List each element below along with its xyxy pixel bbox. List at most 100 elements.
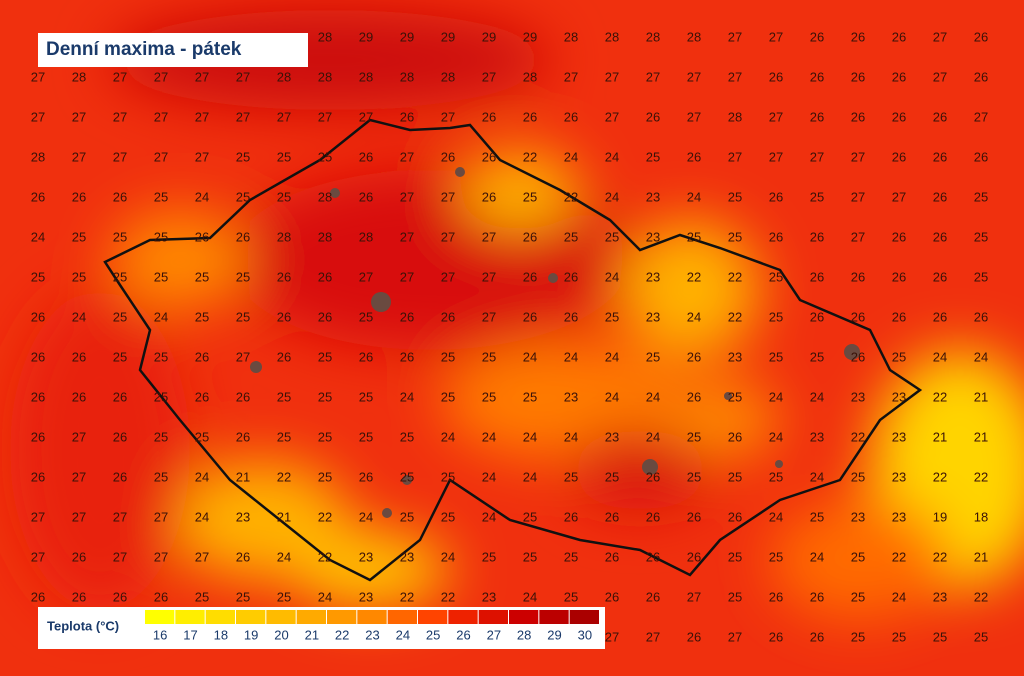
temperature-value: 25 (277, 389, 291, 404)
temperature-value: 26 (646, 469, 660, 484)
temperature-value: 22 (441, 589, 455, 604)
temperature-value: 25 (605, 229, 619, 244)
legend-label: 19 (244, 627, 258, 642)
temperature-value: 24 (933, 349, 947, 364)
temperature-value: 26 (810, 269, 824, 284)
temperature-value: 26 (810, 589, 824, 604)
temperature-value: 25 (892, 349, 906, 364)
temperature-value: 26 (810, 229, 824, 244)
temperature-value: 22 (728, 309, 742, 324)
temperature-value: 27 (605, 109, 619, 124)
temperature-value: 26 (236, 389, 250, 404)
temperature-value: 25 (564, 469, 578, 484)
temperature-value: 27 (195, 69, 209, 84)
temperature-value: 27 (72, 149, 86, 164)
temperature-value: 25 (441, 509, 455, 524)
legend-label: 28 (517, 627, 531, 642)
temperature-value: 27 (482, 269, 496, 284)
temperature-value: 25 (728, 389, 742, 404)
temperature-value: 24 (605, 149, 619, 164)
temperature-value: 25 (687, 469, 701, 484)
temperature-value: 25 (974, 189, 988, 204)
temperature-value: 27 (810, 149, 824, 164)
temperature-value: 26 (31, 469, 45, 484)
temperature-value: 25 (236, 189, 250, 204)
temperature-value: 23 (851, 509, 865, 524)
temperature-value: 25 (195, 589, 209, 604)
temperature-value: 24 (810, 549, 824, 564)
temperature-value: 26 (646, 589, 660, 604)
temperature-value: 23 (646, 309, 660, 324)
temperature-value: 25 (687, 229, 701, 244)
temperature-value: 25 (810, 189, 824, 204)
temperature-value: 26 (482, 109, 496, 124)
temperature-value: 27 (646, 629, 660, 644)
country-border (103, 118, 923, 582)
temperature-value: 25 (769, 309, 783, 324)
temperature-value: 21 (277, 509, 291, 524)
temperature-value: 25 (769, 469, 783, 484)
temperature-value: 25 (277, 429, 291, 444)
temperature-value: 24 (564, 429, 578, 444)
temperature-value: 26 (277, 309, 291, 324)
temperature-value: 27 (851, 149, 865, 164)
temperature-value: 26 (72, 189, 86, 204)
temperature-value: 27 (154, 69, 168, 84)
temperature-value: 25 (441, 469, 455, 484)
temperature-value: 27 (769, 29, 783, 44)
temperature-value: 23 (646, 269, 660, 284)
temperature-value: 26 (810, 109, 824, 124)
temperature-value: 27 (400, 189, 414, 204)
temperature-value: 25 (359, 429, 373, 444)
temperature-value: 28 (400, 69, 414, 84)
temperature-value: 26 (113, 469, 127, 484)
temperature-value: 28 (359, 69, 373, 84)
temperature-value: 27 (236, 109, 250, 124)
temperature-value: 23 (359, 589, 373, 604)
temperature-value: 26 (236, 429, 250, 444)
temperature-value: 25 (728, 189, 742, 204)
temperature-value: 24 (523, 589, 537, 604)
temperature-value: 26 (933, 189, 947, 204)
temperature-value: 27 (154, 109, 168, 124)
temperature-value: 24 (31, 229, 45, 244)
temperature-value: 26 (113, 189, 127, 204)
temperature-value: 25 (974, 629, 988, 644)
legend-label: 22 (335, 627, 349, 642)
temperature-value: 27 (72, 429, 86, 444)
legend-swatch (357, 610, 387, 624)
temperature-value: 27 (441, 269, 455, 284)
legend-swatch (569, 610, 599, 624)
temperature-value: 26 (687, 629, 701, 644)
temperature-value: 25 (318, 389, 332, 404)
temperature-value: 26 (974, 309, 988, 324)
temperature-value: 24 (564, 349, 578, 364)
temperature-value: 23 (810, 429, 824, 444)
temperature-value: 28 (72, 69, 86, 84)
temperature-value: 25 (728, 229, 742, 244)
temperature-value: 23 (482, 589, 496, 604)
temperature-value: 26 (31, 589, 45, 604)
temperature-value: 25 (605, 309, 619, 324)
temperature-value: 26 (687, 509, 701, 524)
temperature-value: 23 (236, 509, 250, 524)
temperature-value: 28 (687, 29, 701, 44)
temperature-value: 26 (892, 109, 906, 124)
temperature-value: 28 (646, 29, 660, 44)
temperature-value: 27 (728, 629, 742, 644)
temperature-value: 27 (441, 189, 455, 204)
temperature-value: 25 (318, 149, 332, 164)
temperature-value: 24 (277, 549, 291, 564)
temperature-value: 24 (769, 389, 783, 404)
temperature-value: 22 (933, 469, 947, 484)
temperature-value: 27 (933, 69, 947, 84)
temperature-value: 24 (482, 509, 496, 524)
temperature-value: 25 (154, 349, 168, 364)
temperature-value: 24 (892, 589, 906, 604)
title-box (38, 33, 308, 67)
temperature-value: 26 (810, 629, 824, 644)
temperature-value: 25 (441, 389, 455, 404)
temperature-value: 26 (974, 29, 988, 44)
legend-label: 30 (578, 627, 592, 642)
legend-swatch (448, 610, 478, 624)
